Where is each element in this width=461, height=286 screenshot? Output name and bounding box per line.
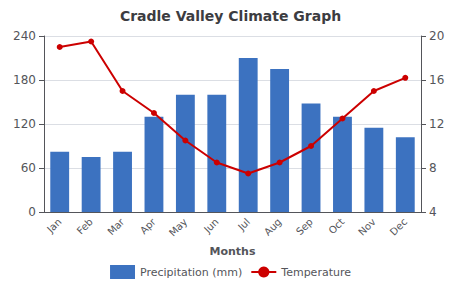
svg-text:240: 240 [13, 29, 36, 43]
svg-text:Months: Months [210, 245, 256, 258]
svg-text:Jan: Jan [44, 216, 63, 235]
svg-text:8: 8 [429, 161, 437, 175]
svg-text:Apr: Apr [138, 215, 159, 236]
svg-text:Temperature: Temperature [280, 266, 351, 279]
svg-text:Cradle Valley Climate Graph: Cradle Valley Climate Graph [120, 8, 341, 24]
svg-text:Oct: Oct [326, 216, 346, 236]
svg-text:0: 0 [28, 205, 36, 219]
svg-text:Aug: Aug [262, 216, 284, 238]
svg-text:60: 60 [21, 161, 36, 175]
svg-text:180: 180 [13, 73, 36, 87]
svg-text:Sep: Sep [294, 216, 315, 237]
svg-text:May: May [167, 216, 189, 238]
svg-text:Jun: Jun [201, 216, 221, 236]
svg-text:4: 4 [429, 205, 437, 219]
svg-text:Jul: Jul [235, 216, 252, 233]
svg-text:12: 12 [429, 117, 444, 131]
svg-text:120: 120 [13, 117, 36, 131]
svg-text:Feb: Feb [75, 216, 95, 236]
svg-text:Precipitation (mm): Precipitation (mm) [140, 266, 242, 279]
svg-text:Nov: Nov [356, 216, 378, 238]
svg-text:20: 20 [429, 29, 444, 43]
svg-text:Dec: Dec [388, 216, 409, 237]
svg-text:Mar: Mar [105, 215, 127, 237]
svg-text:16: 16 [429, 73, 444, 87]
